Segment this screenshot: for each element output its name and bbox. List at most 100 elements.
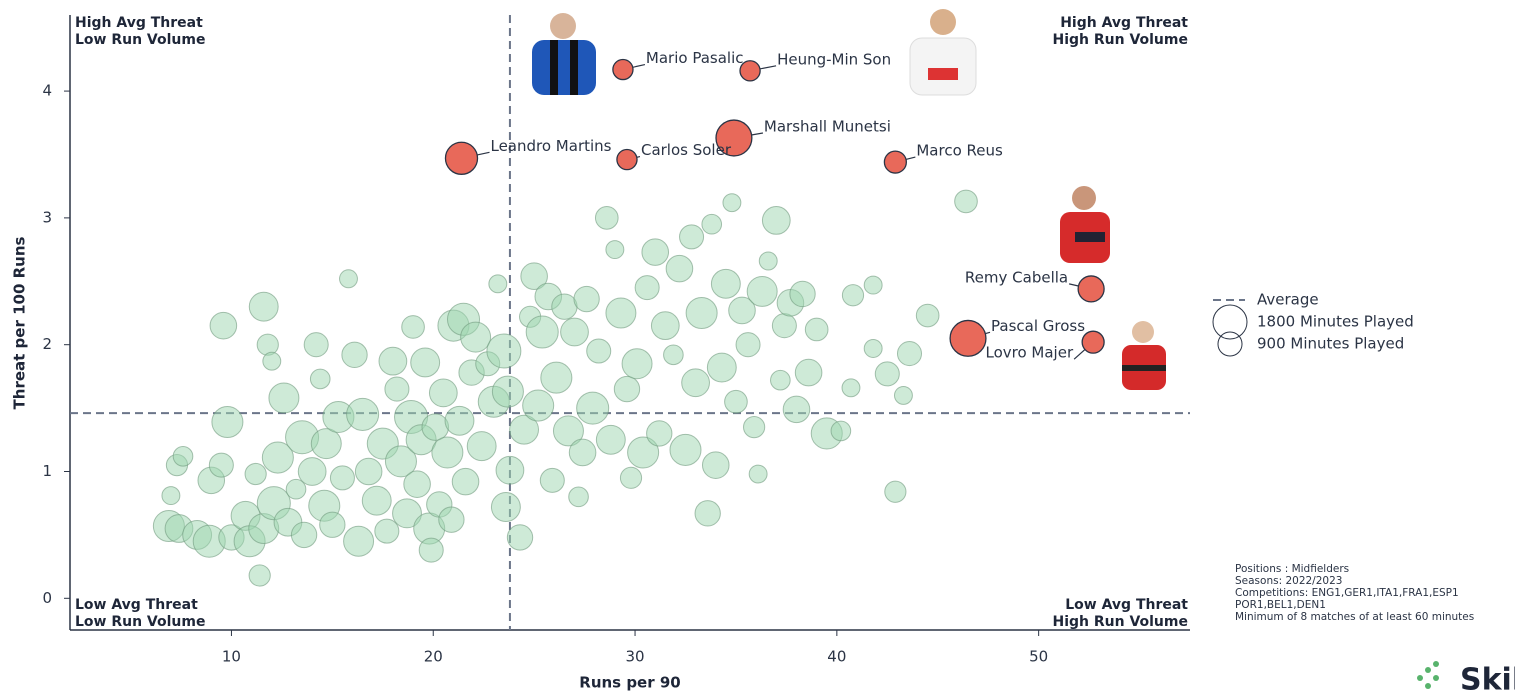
- x-tick-label: 30: [625, 648, 644, 666]
- photo-cabella: [1060, 186, 1110, 263]
- bubble: [613, 375, 641, 403]
- footnote: Positions : Midfielders: [1235, 563, 1349, 575]
- player-label: Heung-Min Son: [777, 50, 891, 68]
- player-label: Pascal Gross: [991, 317, 1085, 335]
- bubble: [758, 251, 778, 271]
- bubble: [172, 445, 194, 467]
- bubble: [346, 397, 380, 431]
- bubble: [329, 465, 355, 491]
- bubble: [576, 391, 610, 425]
- bubble: [621, 348, 653, 380]
- bubble: [782, 395, 811, 424]
- bubble: [627, 436, 660, 469]
- bubble: [724, 389, 748, 414]
- bubble: [525, 315, 559, 349]
- player-label: Remy Cabella: [965, 268, 1068, 286]
- bubble: [551, 293, 578, 320]
- bubble: [486, 333, 522, 369]
- bubble: [384, 445, 417, 478]
- bubble: [669, 433, 702, 466]
- y-tick-label: 3: [42, 208, 52, 226]
- x-tick-label: 10: [222, 648, 241, 666]
- y-axis-label: Threat per 100 Runs: [11, 236, 29, 409]
- bubble: [605, 297, 637, 329]
- bubble: [560, 317, 589, 347]
- highlight-bubble: [883, 150, 907, 174]
- bubble: [438, 506, 465, 533]
- player-label: Marshall Munetsi: [764, 118, 891, 136]
- bubble: [663, 344, 684, 366]
- bubble: [506, 524, 534, 551]
- bubble: [248, 564, 271, 587]
- quadrant-label: High Avg Threat: [1060, 15, 1188, 31]
- bubble: [303, 332, 329, 358]
- y-tick-label: 0: [42, 589, 52, 607]
- bubble: [285, 478, 307, 500]
- bubble: [290, 521, 318, 549]
- bubble: [874, 361, 900, 387]
- bubble: [594, 206, 619, 230]
- brand-logo: Skil: [1417, 661, 1515, 693]
- y-tick-label: 4: [42, 82, 52, 100]
- highlight-bubble: [715, 119, 753, 157]
- bubble: [343, 525, 375, 557]
- legend-label: 1800 Minutes Played: [1257, 313, 1414, 331]
- bubble: [488, 274, 508, 294]
- bubble: [804, 317, 829, 342]
- bubbles: [152, 189, 978, 587]
- bubble: [568, 438, 597, 467]
- bubble: [794, 358, 823, 387]
- x-tick-label: 40: [827, 648, 846, 666]
- bubble: [540, 361, 573, 394]
- bubble: [650, 311, 680, 341]
- bubble: [665, 254, 694, 283]
- bubble: [431, 436, 464, 469]
- bubble: [262, 351, 282, 371]
- bubble: [710, 268, 741, 299]
- highlight-bubble: [444, 141, 479, 175]
- bubble: [694, 500, 721, 527]
- photo-pasalic: [532, 13, 596, 95]
- bubble: [418, 537, 444, 563]
- highlight-bubble: [616, 148, 638, 171]
- bubble: [595, 424, 626, 455]
- bubble: [746, 275, 778, 307]
- bubble: [619, 466, 643, 489]
- player-label: Lovro Majer: [985, 344, 1073, 362]
- bubble: [568, 486, 589, 508]
- bubble: [701, 213, 723, 235]
- bubble: [374, 518, 400, 544]
- bubble: [735, 332, 761, 358]
- bubble: [491, 375, 524, 408]
- bubble: [444, 405, 475, 436]
- player-label: Marco Reus: [916, 142, 1003, 160]
- bubble: [209, 311, 238, 340]
- quadrant-label: High Run Volume: [1052, 614, 1188, 630]
- bubble: [841, 378, 861, 398]
- bubble: [605, 240, 625, 260]
- bubble: [384, 376, 410, 402]
- bubble: [761, 206, 791, 235]
- photo-majer: [1122, 321, 1166, 390]
- bubble: [392, 498, 422, 529]
- bubble: [354, 457, 383, 486]
- x-axis-label: Runs per 90: [579, 674, 680, 692]
- highlight-bubble: [1081, 330, 1105, 354]
- bubble: [701, 451, 730, 479]
- legend-label: 900 Minutes Played: [1257, 335, 1404, 353]
- quadrant-label: High Avg Threat: [75, 15, 203, 31]
- bubble: [297, 457, 327, 486]
- bubble: [211, 406, 244, 439]
- bubble: [641, 238, 670, 266]
- bubble: [522, 389, 555, 422]
- legend-label: Average: [1257, 291, 1319, 309]
- bubble: [361, 485, 392, 516]
- bubble: [884, 480, 907, 503]
- bubble: [309, 368, 331, 390]
- bubble: [552, 415, 584, 447]
- bubble: [573, 285, 600, 313]
- legend-size: [1217, 331, 1243, 357]
- highlight-bubble: [1077, 275, 1105, 303]
- bubble: [208, 452, 234, 478]
